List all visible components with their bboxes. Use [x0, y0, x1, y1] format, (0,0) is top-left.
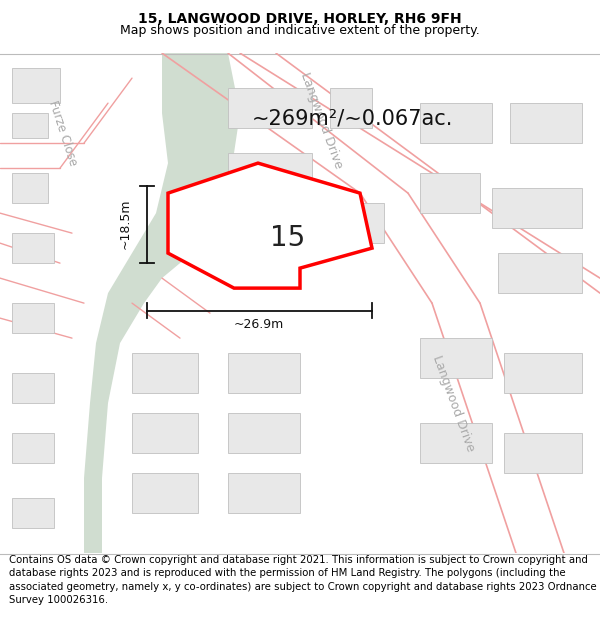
Polygon shape: [228, 413, 300, 453]
Text: Langwood Drive: Langwood Drive: [430, 353, 476, 453]
Text: Langwood Drive: Langwood Drive: [298, 71, 344, 171]
Polygon shape: [228, 153, 312, 188]
Polygon shape: [168, 163, 372, 288]
Polygon shape: [498, 253, 582, 293]
Polygon shape: [132, 353, 198, 393]
Polygon shape: [330, 203, 384, 243]
Polygon shape: [12, 233, 54, 263]
Polygon shape: [420, 423, 492, 463]
Polygon shape: [12, 433, 54, 463]
Polygon shape: [12, 498, 54, 528]
Polygon shape: [228, 353, 300, 393]
Text: 15: 15: [271, 224, 305, 252]
Text: Furze Close: Furze Close: [46, 99, 80, 168]
Polygon shape: [12, 173, 48, 203]
Polygon shape: [330, 88, 372, 128]
Polygon shape: [12, 303, 54, 333]
Text: 15, LANGWOOD DRIVE, HORLEY, RH6 9FH: 15, LANGWOOD DRIVE, HORLEY, RH6 9FH: [138, 12, 462, 26]
Polygon shape: [420, 173, 480, 213]
Polygon shape: [228, 203, 312, 243]
Text: ~269m²/~0.067ac.: ~269m²/~0.067ac.: [252, 108, 454, 128]
Polygon shape: [510, 103, 582, 143]
Text: ~18.5m: ~18.5m: [118, 199, 131, 249]
Polygon shape: [12, 113, 48, 138]
Polygon shape: [492, 188, 582, 228]
Polygon shape: [132, 473, 198, 513]
Polygon shape: [84, 53, 240, 553]
Polygon shape: [228, 88, 312, 128]
Polygon shape: [228, 473, 300, 513]
Polygon shape: [420, 103, 492, 143]
Polygon shape: [12, 68, 60, 103]
Polygon shape: [132, 413, 198, 453]
Text: Map shows position and indicative extent of the property.: Map shows position and indicative extent…: [120, 24, 480, 38]
Polygon shape: [504, 353, 582, 393]
Polygon shape: [420, 338, 492, 378]
Polygon shape: [504, 433, 582, 473]
Polygon shape: [12, 373, 54, 403]
Text: ~26.9m: ~26.9m: [234, 318, 284, 331]
Text: Contains OS data © Crown copyright and database right 2021. This information is : Contains OS data © Crown copyright and d…: [9, 555, 596, 605]
